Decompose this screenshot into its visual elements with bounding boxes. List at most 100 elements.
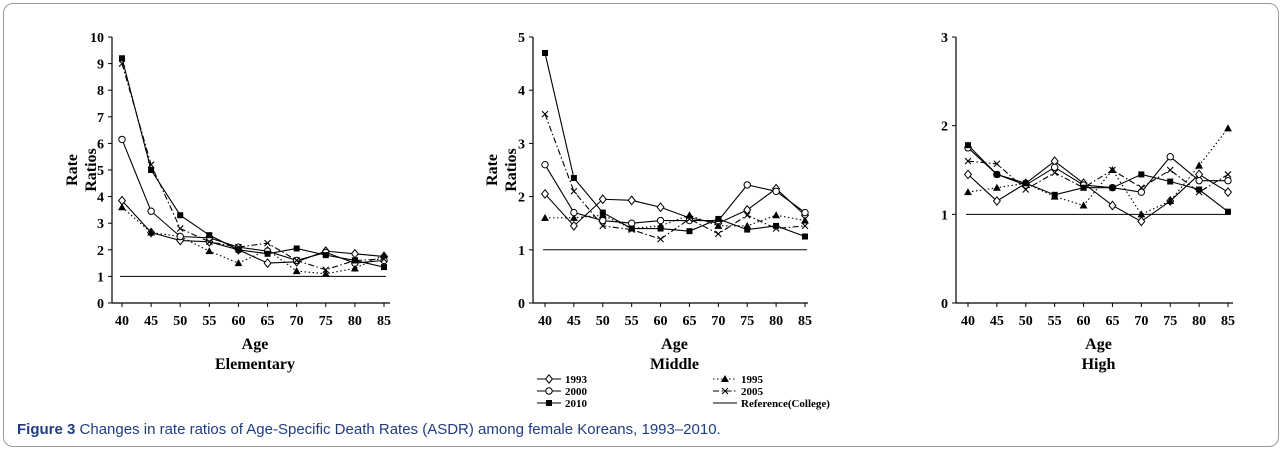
- figure-caption: Figure 3 Changes in rate ratios of Age-S…: [17, 421, 721, 438]
- legend-label: 2010: [565, 398, 588, 410]
- data-point: [627, 219, 636, 227]
- x-tick-label: 50: [596, 314, 610, 329]
- data-point: [686, 228, 693, 235]
- data-point: [569, 220, 578, 231]
- data-point: [599, 209, 606, 216]
- data-point: [205, 247, 214, 255]
- legend-entry: 1993: [537, 374, 588, 386]
- y-tick-label: 6: [97, 137, 104, 152]
- data-point: [1080, 184, 1087, 191]
- x-tick-label: 85: [798, 314, 812, 329]
- data-point: [801, 222, 809, 230]
- x-tick-label: 75: [740, 314, 754, 329]
- data-point: [656, 202, 665, 213]
- data-point: [1196, 186, 1203, 193]
- data-point: [1195, 161, 1204, 169]
- y-tick-label: 1: [941, 208, 948, 223]
- series-line: [121, 200, 385, 264]
- legend-marker: [721, 374, 729, 383]
- x-tick-label: 40: [538, 314, 552, 329]
- x-tick-label: 60: [654, 314, 668, 329]
- data-point: [118, 135, 126, 144]
- x-tick-label: 85: [1221, 314, 1235, 329]
- legend-label: 1993: [565, 374, 588, 386]
- data-point: [235, 246, 242, 253]
- y-tick-label: 8: [97, 84, 104, 99]
- data-point: [350, 248, 359, 259]
- x-tick-label: 45: [567, 314, 581, 329]
- data-point: [657, 235, 664, 243]
- data-point: [1224, 176, 1232, 185]
- y-tick-label: 1: [97, 270, 104, 285]
- data-point: [1108, 200, 1117, 211]
- data-point: [234, 259, 243, 267]
- data-point: [773, 222, 780, 229]
- data-point: [992, 183, 1001, 191]
- series-1993: [540, 183, 810, 231]
- series-line: [967, 160, 1229, 193]
- data-point: [177, 212, 184, 219]
- y-tick-label: 2: [518, 191, 525, 206]
- data-point: [963, 169, 973, 180]
- data-point: [540, 188, 550, 199]
- series-2000: [118, 135, 388, 267]
- series-line: [967, 147, 1228, 193]
- legend-entry: Reference(College): [713, 398, 830, 410]
- y-axis-label: Rate Ratios: [484, 148, 520, 192]
- data-point: [542, 49, 548, 56]
- data-point: [541, 213, 549, 221]
- data-point: [1223, 187, 1233, 198]
- legend-entry: 2010: [537, 398, 588, 410]
- x-tick-label: 85: [377, 314, 391, 329]
- data-point: [743, 211, 751, 219]
- series-2010: [119, 55, 387, 271]
- series-2005: [541, 110, 809, 243]
- data-point: [293, 245, 300, 252]
- legend-label: Reference(College): [741, 398, 830, 410]
- y-tick-label: 5: [518, 31, 525, 46]
- data-point: [350, 264, 359, 272]
- legend-entry: 1995: [713, 374, 764, 386]
- x-tick-label: 70: [711, 314, 725, 329]
- data-point: [1137, 184, 1145, 192]
- data-point: [714, 230, 722, 238]
- data-point: [541, 160, 549, 169]
- data-point: [1137, 188, 1146, 196]
- data-point: [964, 188, 972, 196]
- data-point: [264, 239, 271, 247]
- data-point: [293, 257, 301, 264]
- data-point: [1225, 208, 1231, 215]
- y-tick-label: 0: [97, 297, 104, 312]
- data-point: [118, 203, 126, 211]
- x-axis-label: Age: [661, 336, 688, 353]
- data-point: [598, 194, 607, 205]
- series-line: [545, 214, 806, 230]
- data-point: [772, 211, 781, 219]
- y-tick-label: 2: [97, 244, 104, 259]
- data-point: [1224, 124, 1232, 132]
- x-tick-label: 65: [1105, 314, 1119, 329]
- data-point: [714, 221, 723, 229]
- y-tick-label: 2: [941, 120, 948, 135]
- data-point: [322, 266, 330, 274]
- legend: 1993 1995 2000 2005 2010 Reference(College): [537, 374, 830, 410]
- data-point: [176, 232, 184, 241]
- series-line: [121, 63, 385, 271]
- data-point: [1224, 171, 1232, 178]
- y-tick-label: 0: [518, 297, 525, 312]
- series-2005: [118, 60, 388, 274]
- legend-entry: 2000: [537, 386, 588, 398]
- data-point: [657, 225, 664, 232]
- legend-marker: [545, 387, 553, 395]
- legend-marker: [544, 374, 554, 384]
- data-point: [148, 167, 155, 173]
- data-point: [351, 257, 358, 264]
- x-tick-label: 75: [319, 314, 333, 329]
- x-tick-label: 40: [115, 314, 129, 329]
- x-tick-label: 80: [1192, 314, 1206, 329]
- data-point: [1051, 169, 1059, 177]
- data-point: [570, 208, 578, 217]
- series-line: [544, 187, 806, 227]
- x-tick-label: 60: [1077, 314, 1091, 329]
